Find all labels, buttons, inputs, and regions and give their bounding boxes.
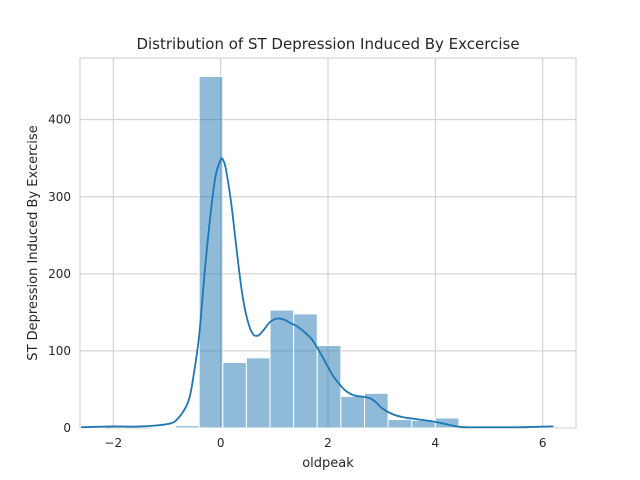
tick-labels: −2 0 2 4 6 0 100 200 300 400	[48, 113, 546, 450]
y-tick-label: 200	[48, 267, 71, 281]
kde-curve	[81, 157, 554, 429]
y-tick-label: 300	[48, 190, 71, 204]
histogram-bar	[175, 425, 200, 429]
x-tick-label: 4	[432, 436, 440, 450]
histogram-bar	[269, 309, 295, 429]
histogram-bar	[316, 345, 342, 429]
histogram-bars	[80, 76, 554, 429]
x-tick-label: 6	[539, 436, 547, 450]
x-tick-label: 2	[324, 436, 332, 450]
chart-title: Distribution of ST Depression Induced By…	[136, 35, 519, 53]
histogram-bar	[198, 76, 224, 429]
kde-curve-layer	[81, 157, 554, 429]
histogram-bar	[293, 313, 318, 429]
x-tick-label: 0	[217, 436, 225, 450]
x-axis-label: oldpeak	[302, 456, 354, 471]
histogram-bar	[434, 417, 460, 429]
y-tick-label: 400	[48, 113, 71, 127]
histogram-bar	[387, 419, 413, 429]
histogram-bar	[340, 395, 366, 429]
y-tick-label: 0	[63, 421, 71, 435]
histogram-bar	[222, 361, 247, 429]
histogram-bar	[151, 426, 177, 429]
histogram-bar	[245, 357, 271, 429]
histogram-bar	[364, 392, 389, 429]
y-axis-label: ST Depression Induced By Excercise	[26, 125, 41, 360]
y-tick-label: 100	[48, 344, 71, 358]
x-tick-label: −2	[104, 436, 122, 450]
